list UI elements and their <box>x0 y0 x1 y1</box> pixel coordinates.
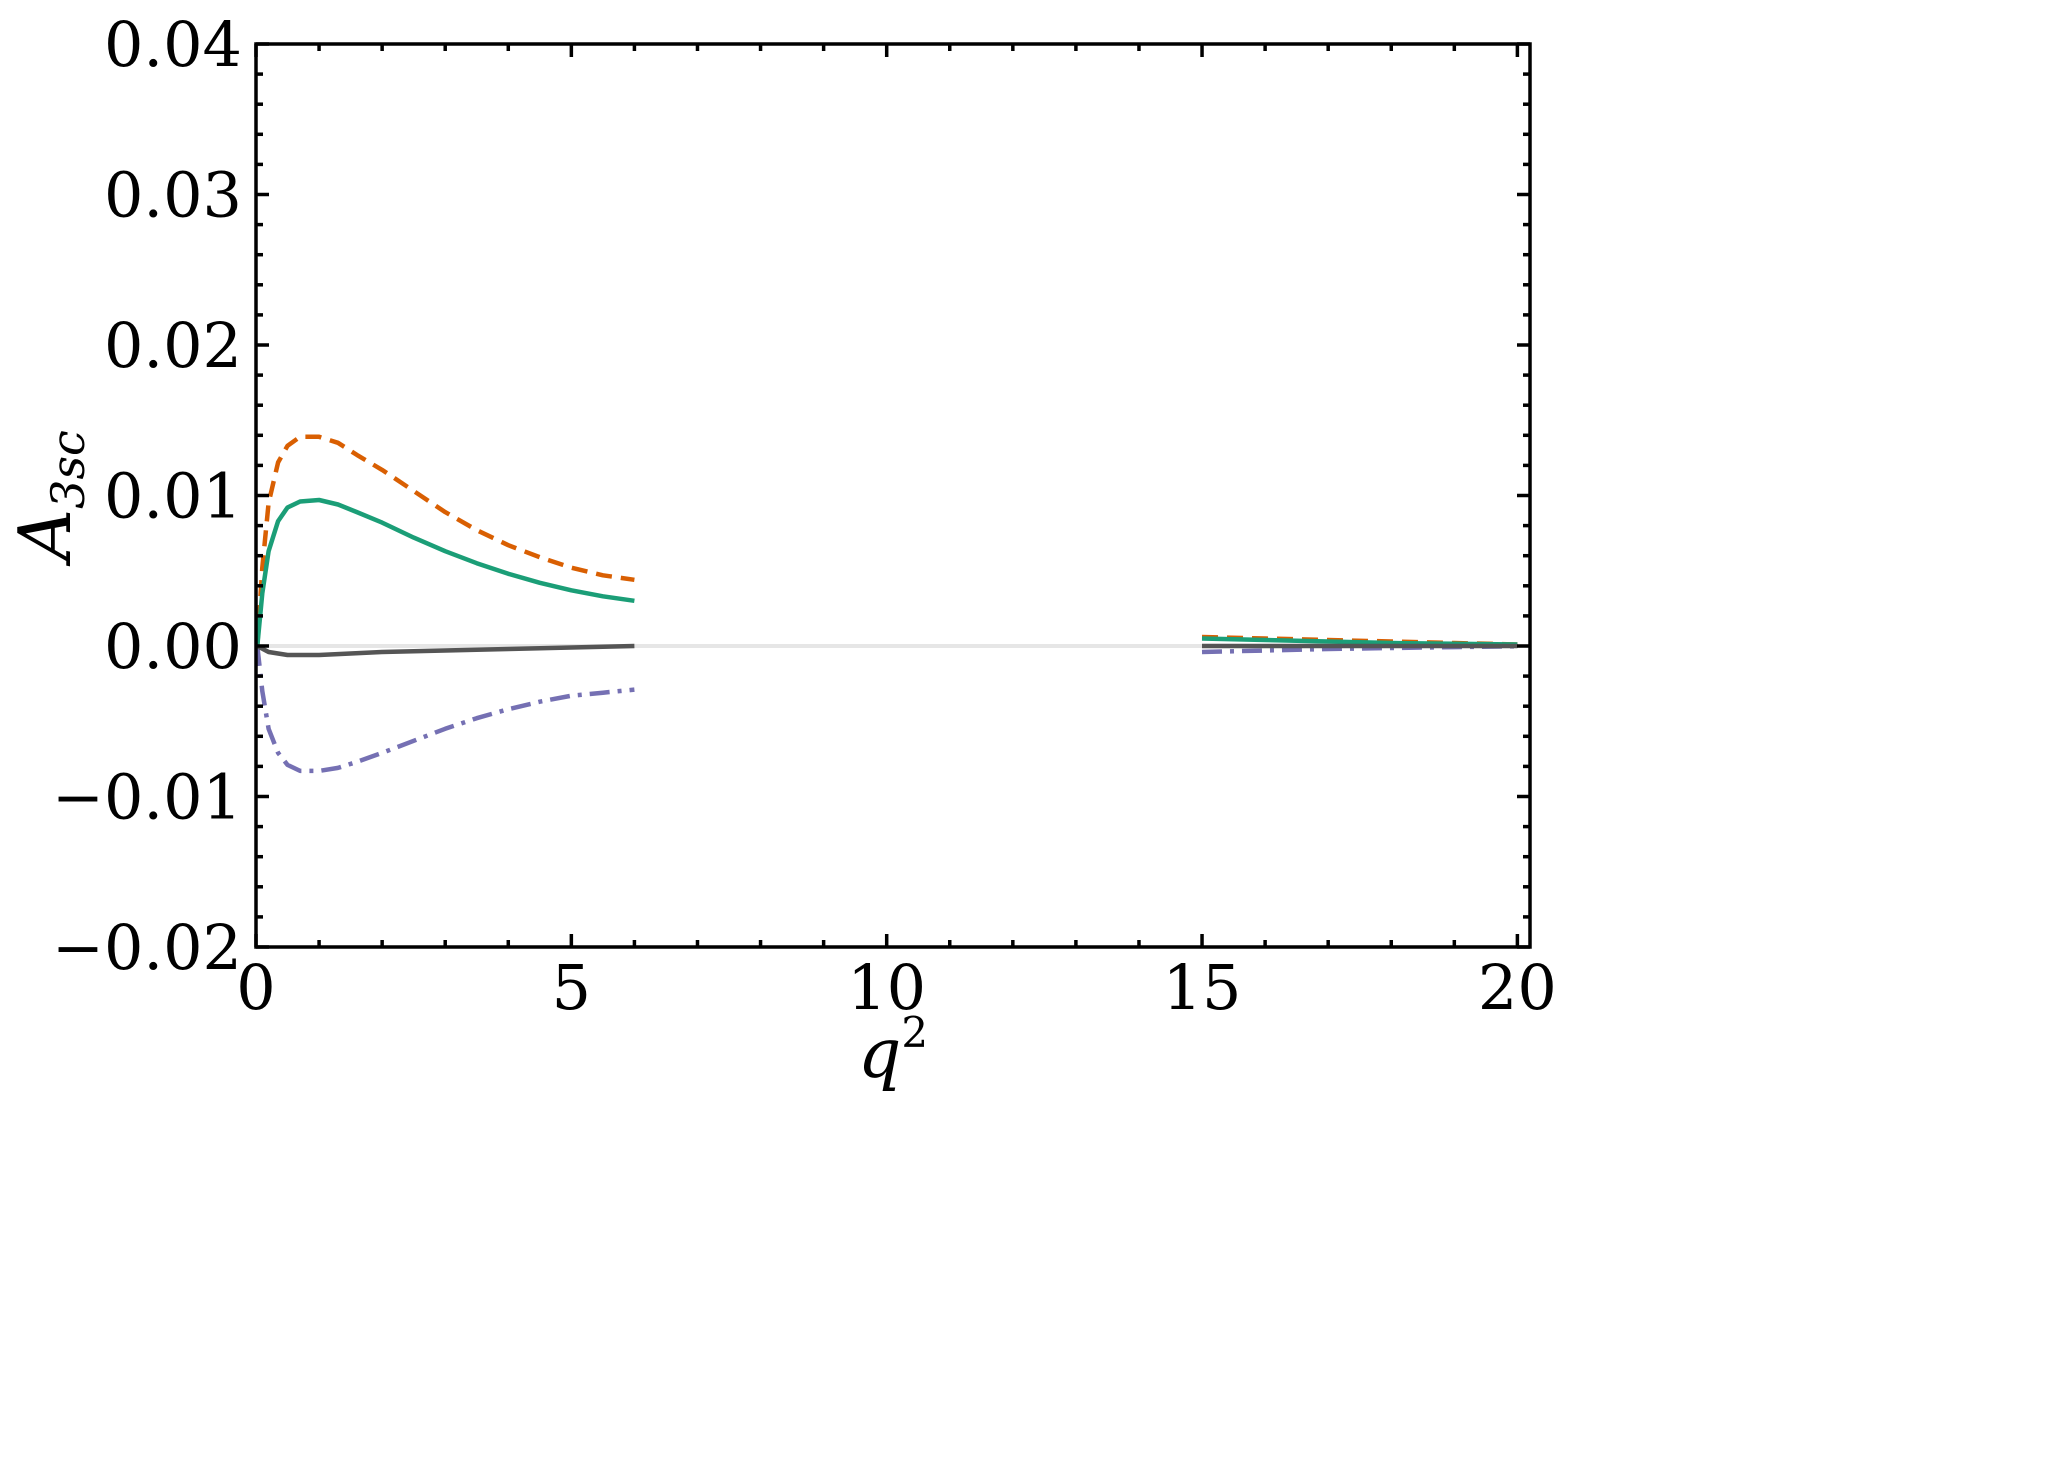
x-axis-title-sup: 2 <box>901 1008 928 1057</box>
series-3-segment-1 <box>255 645 635 774</box>
y-axis-title: A3sc <box>3 430 95 567</box>
tick-label-layer: 0 5 10 15 20 −0.02 −0.01 0.00 0.01 0.02 0.03 0.04 <box>52 8 1557 1024</box>
series-layer <box>255 434 1518 774</box>
x-tick-label: 0 <box>236 951 275 1024</box>
y-axis-title-base: A <box>3 509 87 567</box>
x-tick-label: 5 <box>552 951 591 1024</box>
y-tick-label: −0.01 <box>52 761 242 834</box>
y-tick-label: 0.00 <box>104 610 242 683</box>
series-2-segment-1 <box>255 497 635 647</box>
y-tick-label: 0.01 <box>104 460 242 533</box>
y-tick-label: 0.02 <box>104 309 242 382</box>
y-axis-title-sub: 3sc <box>41 430 95 509</box>
series-1-segment-1 <box>255 434 635 647</box>
y-tick-label: 0.03 <box>104 159 242 232</box>
y-tick-label: 0.04 <box>104 8 242 81</box>
x-axis-title-base: q <box>858 1015 902 1094</box>
plot-frame <box>254 42 1532 949</box>
x-tick-label: 10 <box>847 951 926 1024</box>
x-tick-label: 15 <box>1163 951 1242 1024</box>
series-4-segment-1 <box>256 643 635 658</box>
y-tick-label: −0.02 <box>52 911 242 984</box>
series-3-segment-2 <box>1201 644 1518 655</box>
x-axis-title: q2 <box>858 1008 928 1094</box>
x-tick-label: 20 <box>1478 951 1557 1024</box>
